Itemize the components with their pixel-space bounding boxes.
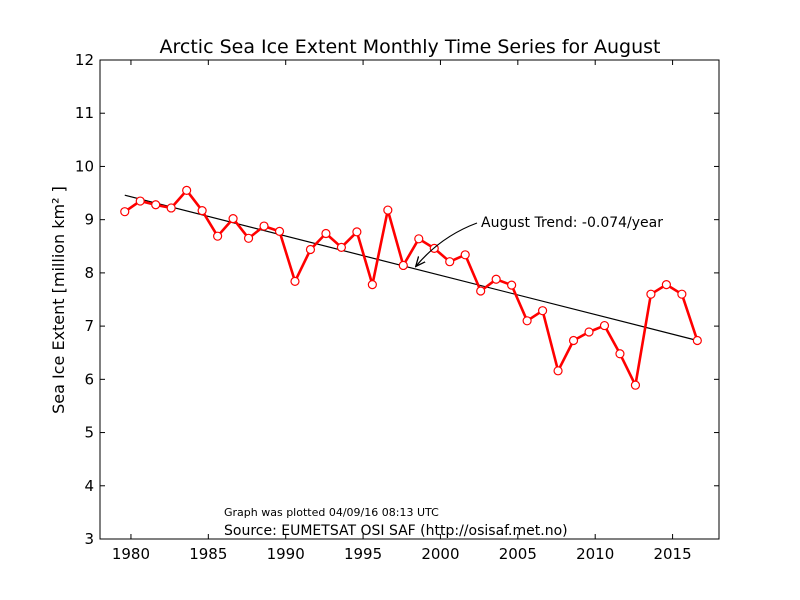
data-point — [166, 203, 176, 213]
data-point — [646, 289, 656, 299]
y-tick-label: 12 — [75, 51, 94, 69]
data-point — [259, 221, 269, 231]
data-point — [568, 335, 579, 346]
data-point — [661, 279, 671, 290]
y-tick-label: 3 — [84, 530, 94, 548]
data-point — [630, 380, 641, 390]
x-tick-label: 2005 — [499, 545, 537, 563]
data-point — [460, 250, 470, 260]
data-point — [692, 335, 702, 346]
data-point — [615, 349, 625, 359]
data-point — [476, 286, 486, 296]
data-point — [120, 207, 130, 217]
data-point — [243, 233, 254, 243]
y-tick-label: 5 — [84, 424, 94, 442]
trend-line — [124, 194, 698, 342]
data-point — [553, 366, 563, 376]
data-point — [599, 320, 610, 331]
plot-frame — [99, 59, 720, 540]
data-point — [367, 279, 377, 290]
data-point — [677, 289, 687, 299]
y-tick-label: 11 — [75, 104, 94, 122]
x-tick-label: 2015 — [653, 545, 691, 563]
plotted-note: Graph was plotted 04/09/16 08:13 UTC — [224, 506, 439, 519]
data-point — [213, 231, 223, 241]
y-axis-label: Sea Ice Extent [million km² ] — [49, 186, 68, 414]
y-tick-label: 6 — [84, 370, 94, 388]
y-tick-label: 9 — [84, 211, 94, 229]
data-point — [537, 306, 548, 316]
data-point — [445, 257, 455, 267]
source-note: Source: EUMETSAT OSI SAF (http://osisaf.… — [224, 523, 568, 539]
y-tick-label: 4 — [84, 477, 94, 495]
data-point — [321, 228, 331, 239]
data-point — [507, 280, 517, 290]
data-point — [305, 244, 316, 255]
chart-title: Arctic Sea Ice Extent Monthly Time Serie… — [160, 36, 661, 58]
y-tick-label: 7 — [84, 317, 94, 335]
data-point — [352, 227, 362, 237]
data-point — [228, 214, 238, 224]
y-tick-label: 8 — [84, 264, 94, 282]
data-point — [584, 327, 594, 337]
data-point — [290, 276, 300, 287]
data-point — [522, 316, 532, 326]
x-tick-label: 1990 — [267, 545, 305, 563]
x-tick-label: 2000 — [421, 545, 459, 563]
data-point — [398, 260, 408, 271]
trend-annotation: August Trend: -0.074/year — [481, 215, 663, 231]
trend-annotation-arrow — [416, 222, 478, 267]
data-point — [151, 200, 161, 210]
x-tick-label: 2010 — [576, 545, 614, 563]
y-tick-label: 10 — [75, 157, 94, 175]
data-point — [491, 274, 501, 284]
data-point — [383, 205, 393, 215]
data-point — [414, 234, 424, 244]
x-tick-label: 1985 — [189, 545, 227, 563]
data-point — [182, 185, 192, 195]
x-tick-label: 1980 — [112, 545, 150, 563]
x-tick-label: 1995 — [344, 545, 382, 563]
data-point — [197, 206, 207, 216]
data-point — [135, 196, 145, 206]
data-point — [336, 242, 347, 252]
data-point — [274, 226, 285, 236]
